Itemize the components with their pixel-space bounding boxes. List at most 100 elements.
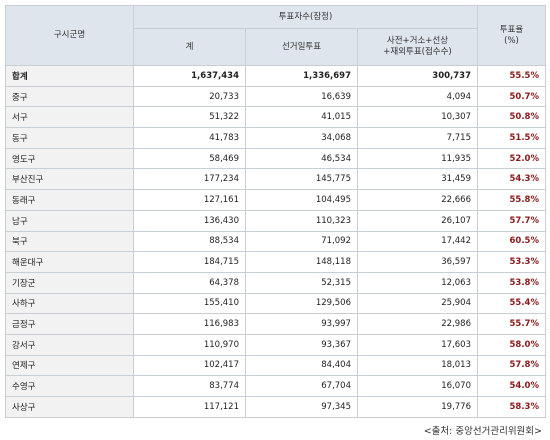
rate-cell: 58.3% <box>477 396 546 418</box>
table-row: 강서구 110,970 93,367 17,603 58.0% <box>5 333 546 356</box>
header-rate: 투표율 (%) <box>477 5 546 66</box>
rate-cell: 50.8% <box>477 106 546 129</box>
early-vote-cell: 17,603 <box>357 333 478 356</box>
election-day-cell: 97,345 <box>245 396 358 418</box>
header-column: 선거일투표 <box>245 28 358 66</box>
rate-cell: 57.7% <box>477 209 546 232</box>
total-cell: 51,322 <box>133 106 246 129</box>
table-row: 연제구 102,417 84,404 18,013 57.8% <box>5 354 546 377</box>
region-cell: 연제구 <box>5 354 134 377</box>
region-cell: 합계 <box>5 65 134 87</box>
rate-cell: 51.5% <box>477 127 546 149</box>
total-cell: 88,534 <box>133 230 246 253</box>
region-cell: 동구 <box>5 127 134 149</box>
early-vote-cell: 7,715 <box>357 127 478 149</box>
table-row: 금정구 116,983 93,997 22,986 55.7% <box>5 313 546 335</box>
early-vote-cell: 17,442 <box>357 230 478 253</box>
election-day-cell: 1,336,697 <box>245 65 358 87</box>
election-day-cell: 41,015 <box>245 106 358 129</box>
early-vote-cell: 18,013 <box>357 354 478 377</box>
rate-cell: 53.3% <box>477 251 546 273</box>
table-row: 남구 136,430 110,323 26,107 57.7% <box>5 209 546 232</box>
early-vote-cell: 300,737 <box>357 65 478 87</box>
total-cell: 20,733 <box>133 85 246 108</box>
election-day-cell: 67,704 <box>245 375 358 397</box>
total-cell: 184,715 <box>133 251 246 273</box>
region-cell: 강서구 <box>5 333 134 356</box>
early-vote-cell: 26,107 <box>357 209 478 232</box>
table-row: 해운대구 184,715 148,118 36,597 53.3% <box>5 251 546 273</box>
election-day-cell: 148,118 <box>245 251 358 273</box>
total-cell: 41,783 <box>133 127 246 149</box>
election-day-cell: 71,092 <box>245 230 358 253</box>
early-vote-cell: 4,094 <box>357 85 478 108</box>
election-day-cell: 93,367 <box>245 333 358 356</box>
table-row: 동래구 127,161 104,495 22,666 55.8% <box>5 189 546 211</box>
early-vote-cell: 36,597 <box>357 251 478 273</box>
election-day-cell: 145,775 <box>245 168 358 191</box>
early-vote-cell: 25,904 <box>357 292 478 315</box>
region-cell: 해운대구 <box>5 251 134 273</box>
election-day-cell: 84,404 <box>245 354 358 377</box>
table-row: 수영구 83,774 67,704 16,070 54.0% <box>5 375 546 397</box>
total-cell: 58,469 <box>133 147 246 170</box>
rate-cell: 54.0% <box>477 375 546 397</box>
total-cell: 83,774 <box>133 375 246 397</box>
early-vote-cell: 22,986 <box>357 313 478 335</box>
early-vote-cell: 31,459 <box>357 168 478 191</box>
total-cell: 177,234 <box>133 168 246 191</box>
election-day-cell: 110,323 <box>245 209 358 232</box>
header-column: 계 <box>133 28 246 66</box>
election-day-cell: 129,506 <box>245 292 358 315</box>
rate-cell: 53.8% <box>477 271 546 294</box>
table-body: 합계 1,637,434 1,336,697 300,737 55.5% 중구 20,733… <box>5 65 546 418</box>
region-cell: 기장군 <box>5 271 134 294</box>
table-row: 기장군 64,378 52,315 12,063 53.8% <box>5 271 546 294</box>
rate-cell: 54.3% <box>477 168 546 191</box>
region-cell: 중구 <box>5 85 134 108</box>
region-cell: 영도구 <box>5 147 134 170</box>
total-cell: 116,983 <box>133 313 246 335</box>
total-cell: 64,378 <box>133 271 246 294</box>
total-cell: 155,410 <box>133 292 246 315</box>
early-vote-cell: 16,070 <box>357 375 478 397</box>
region-cell: 사상구 <box>5 396 134 418</box>
region-cell: 수영구 <box>5 375 134 397</box>
rate-cell: 52.0% <box>477 147 546 170</box>
table-row: 부산진구 177,234 145,775 31,459 54.3% <box>5 168 546 191</box>
rate-cell: 55.8% <box>477 189 546 211</box>
election-day-cell: 104,495 <box>245 189 358 211</box>
source-note: <출처: 중앙선거관리위원회> <box>423 426 542 437</box>
rate-cell: 55.4% <box>477 292 546 315</box>
election-day-cell: 46,534 <box>245 147 358 170</box>
header-rate-line: 투표율 <box>499 24 524 35</box>
region-cell: 동래구 <box>5 189 134 211</box>
election-day-cell: 52,315 <box>245 271 358 294</box>
table-row: 북구 88,534 71,092 17,442 60.5% <box>5 230 546 253</box>
total-cell: 102,417 <box>133 354 246 377</box>
region-cell: 부산진구 <box>5 168 134 191</box>
turnout-table: 구시군명 투표자수(잠정) 투표율 (%) 계 선거일투표 사전+거소+선상 +재외… <box>5 5 546 418</box>
early-vote-cell: 22,666 <box>357 189 478 211</box>
rate-cell: 58.0% <box>477 333 546 356</box>
election-day-cell: 34,068 <box>245 127 358 149</box>
rate-cell: 50.7% <box>477 85 546 108</box>
region-cell: 북구 <box>5 230 134 253</box>
rate-cell: 57.8% <box>477 354 546 377</box>
table-row: 서구 51,322 41,015 10,307 50.8% <box>5 106 546 129</box>
rate-cell: 55.7% <box>477 313 546 335</box>
total-cell: 117,121 <box>133 396 246 418</box>
header-group: 투표자수(잠정) <box>133 5 478 29</box>
header-column: 사전+거소+선상 +재외투표(접수수) <box>357 28 478 66</box>
header-region: 구시군명 <box>5 5 134 66</box>
early-vote-cell: 10,307 <box>357 106 478 129</box>
region-cell: 사하구 <box>5 292 134 315</box>
region-cell: 서구 <box>5 106 134 129</box>
table-row: 사하구 155,410 129,506 25,904 55.4% <box>5 292 546 315</box>
header-column-line: +재외투표(접수수) <box>383 47 452 57</box>
early-vote-cell: 12,063 <box>357 271 478 294</box>
total-cell: 110,970 <box>133 333 246 356</box>
total-cell: 136,430 <box>133 209 246 232</box>
region-cell: 금정구 <box>5 313 134 335</box>
